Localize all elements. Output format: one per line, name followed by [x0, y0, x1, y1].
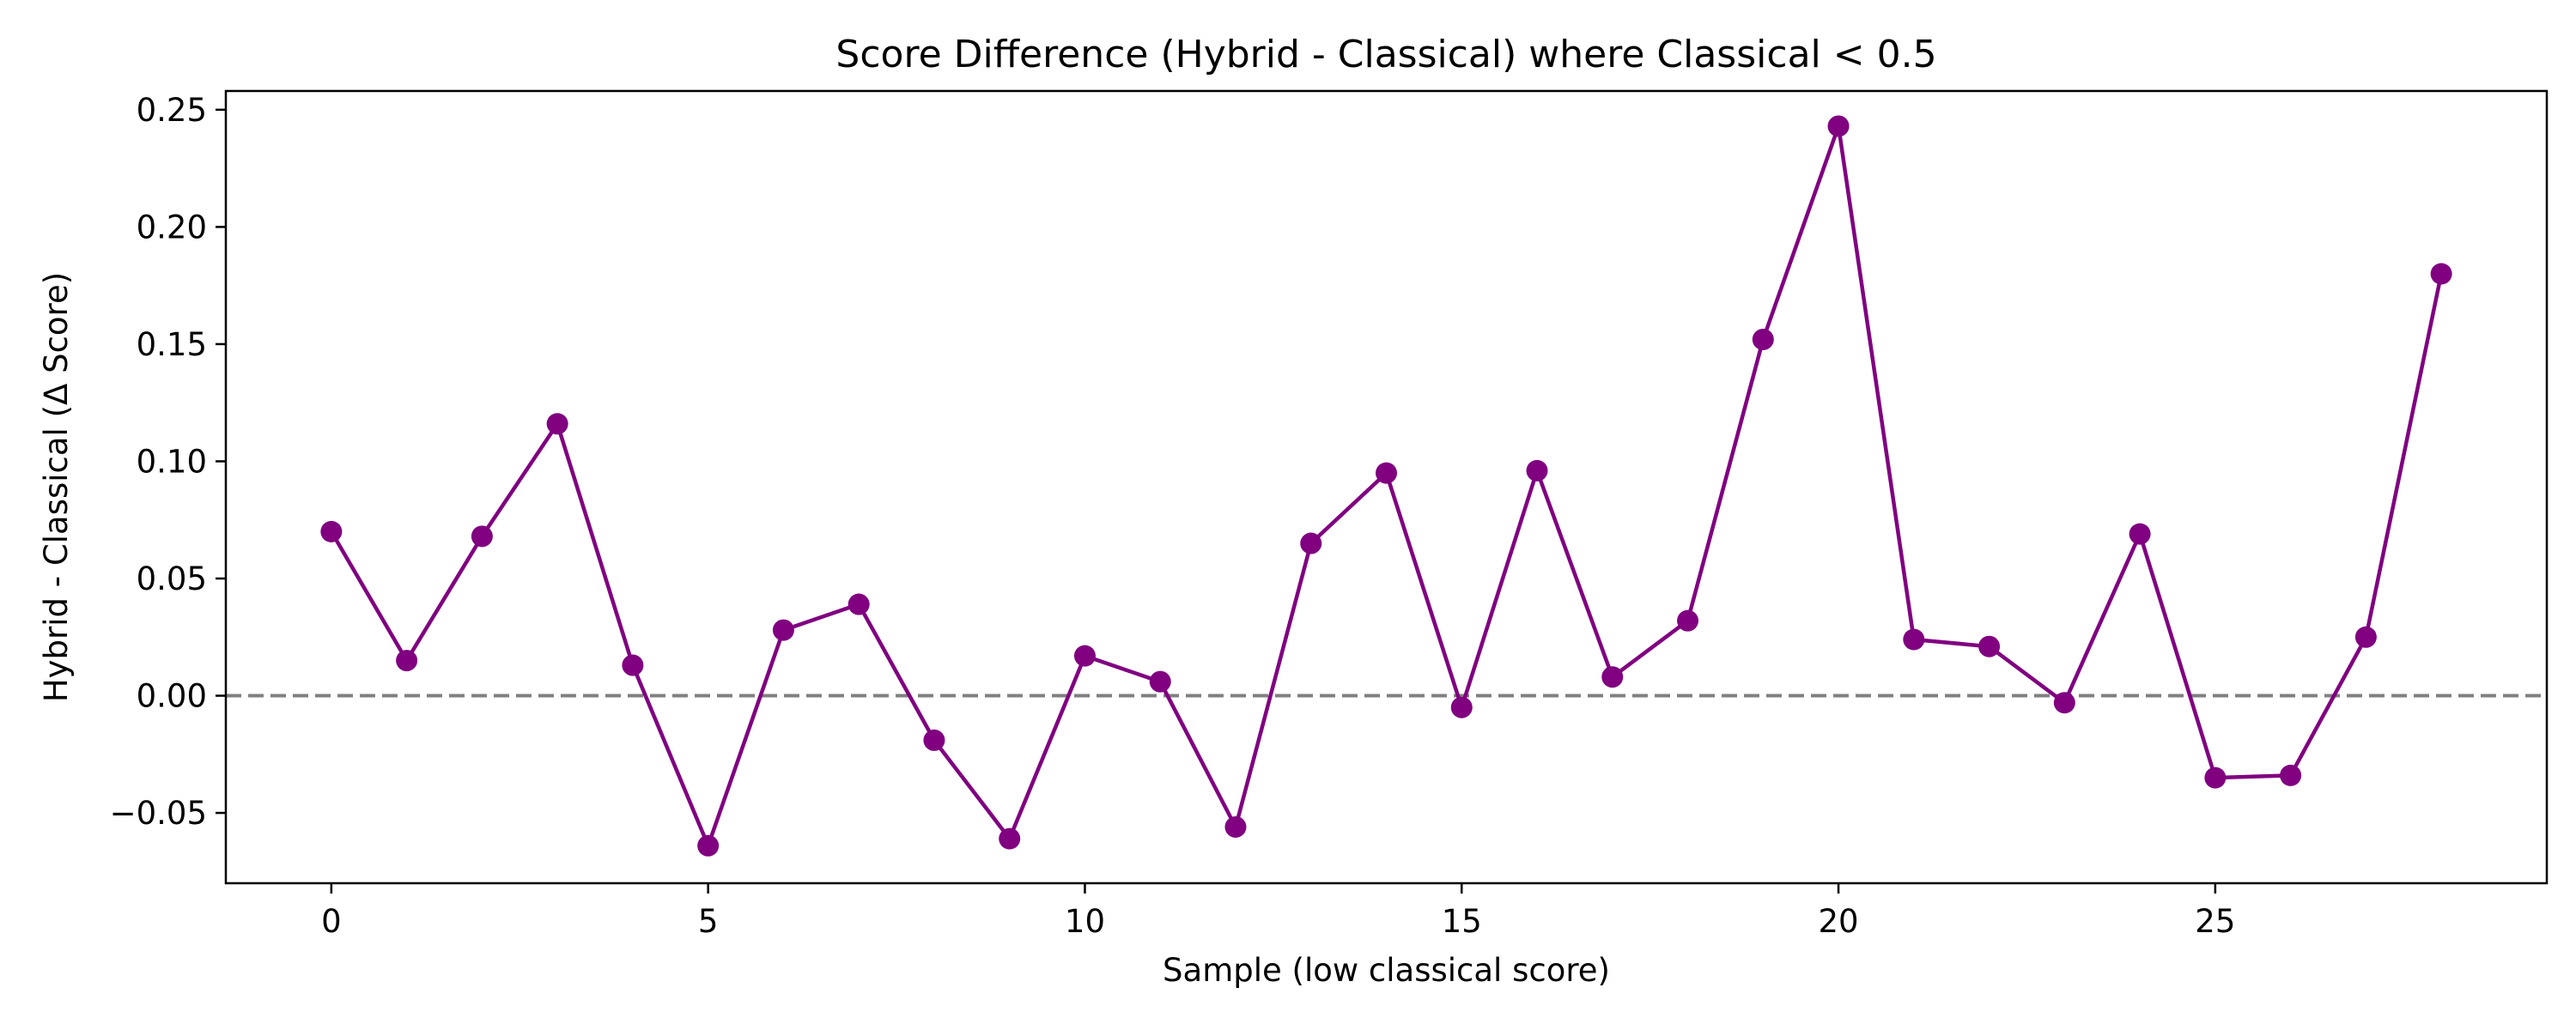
plot-frame	[224, 89, 2549, 885]
data-point	[622, 654, 644, 676]
y-tick-label: 0.25	[137, 92, 207, 129]
data-point	[1601, 666, 1624, 688]
x-axis-ticks: 0 5 10 15 20 25	[321, 883, 2235, 940]
data-point	[1978, 635, 2001, 657]
data-point	[2053, 692, 2075, 714]
x-tick-label: 0	[321, 903, 342, 940]
data-point	[1073, 645, 1096, 667]
data-point	[546, 413, 568, 435]
x-tick-label: 20	[1819, 903, 1859, 940]
y-axis-label: Hybrid - Classical (Δ Score)	[38, 272, 75, 702]
data-point	[2280, 764, 2302, 786]
marker-layer	[320, 115, 2452, 857]
y-tick-label: −0.05	[110, 795, 207, 832]
data-point	[1752, 328, 1774, 350]
x-tick-label: 5	[698, 903, 719, 940]
data-point	[2430, 263, 2452, 285]
data-point	[1300, 532, 1322, 554]
data-point	[1903, 628, 1925, 651]
data-point	[772, 619, 794, 641]
data-point	[471, 525, 493, 548]
x-axis-label: Sample (low classical score)	[1163, 952, 1610, 989]
y-axis-ticks: −0.05 0.00 0.05 0.10 0.15 0.20 0.25	[110, 92, 226, 832]
y-tick-label: 0.15	[137, 326, 207, 363]
x-tick-label: 25	[2195, 903, 2235, 940]
data-point	[1149, 670, 1171, 693]
data-point	[697, 834, 720, 857]
x-tick-label: 10	[1065, 903, 1105, 940]
data-point	[848, 593, 870, 615]
data-point	[2354, 626, 2377, 648]
data-point	[1450, 696, 1473, 718]
data-point	[396, 650, 418, 672]
data-point	[2129, 523, 2151, 545]
data-point	[2204, 766, 2227, 789]
y-tick-label: 0.10	[137, 443, 207, 480]
y-tick-label: 0.20	[137, 209, 207, 245]
data-point	[1376, 462, 1397, 484]
x-tick-label: 15	[1442, 903, 1482, 940]
data-point	[999, 827, 1021, 850]
y-tick-label: 0.05	[137, 560, 207, 597]
data-point	[1827, 115, 1850, 137]
data-point	[923, 729, 945, 751]
data-point	[1224, 815, 1247, 838]
data-point	[1677, 609, 1699, 632]
y-tick-label: 0.00	[137, 678, 207, 715]
data-point	[1526, 459, 1548, 482]
chart-title: Score Difference (Hybrid - Classical) wh…	[835, 33, 1936, 76]
data-point	[320, 520, 343, 542]
